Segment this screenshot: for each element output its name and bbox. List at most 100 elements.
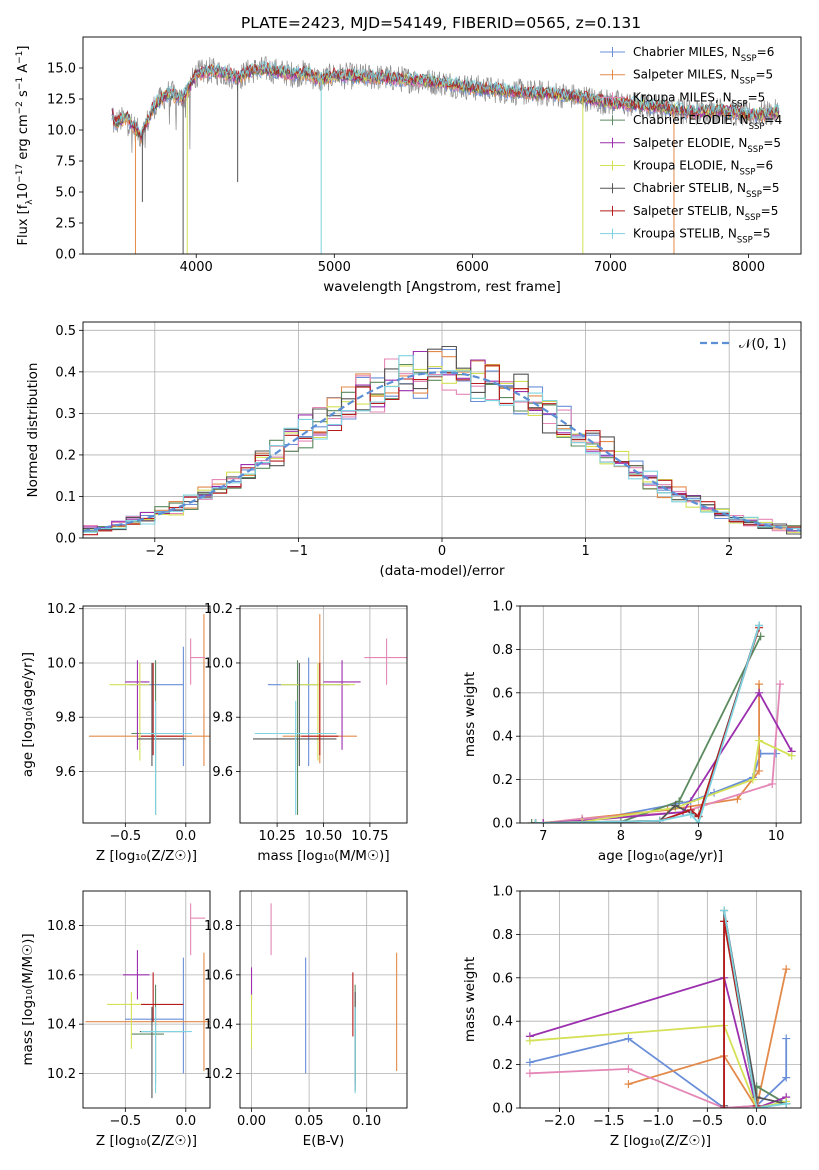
massweight-marker: [531, 819, 540, 823]
x-axis-label: E(B-V): [303, 1133, 345, 1149]
massweight-marker: [539, 819, 548, 823]
massweight-marker: [782, 1073, 791, 1082]
massweight-marker: [525, 1036, 534, 1045]
x-tick-label: 10.50: [305, 829, 342, 844]
massweight-line-kroupa-stelib: [535, 625, 760, 823]
y-tick-label: 10.4: [47, 1018, 76, 1033]
y-tick-label: 10.2: [204, 1067, 233, 1082]
errorbar-point: [141, 1006, 192, 1094]
axes-frame: [82, 321, 802, 539]
y-axis-label: age [log₁₀(age/yr)]: [20, 652, 36, 777]
massweight-marker: [756, 749, 765, 758]
legend-entry: Kroupa STELIB, NSSP=5: [633, 227, 771, 246]
y-tick-label: 10.8: [47, 919, 76, 934]
axes-frame: [82, 605, 211, 824]
x-tick-label: 8: [617, 829, 625, 844]
legend-entry: 𝒩(0, 1): [739, 337, 786, 352]
massweight-marker: [748, 775, 757, 784]
y-tick-label: 10.4: [204, 1018, 233, 1033]
panel-residuals: −2 −1 0 1 2 0.0 0.1 0.2 0.3 0.4 0.5 (data-model)/er…: [25, 321, 802, 579]
spectrum-legend: Chabrier MILES, NSSP=6 Salpeter MILES, NS…: [600, 45, 782, 246]
legend-entry: Chabrier MILES, NSSP=6: [633, 45, 774, 64]
errorbar-point: [137, 662, 186, 767]
massweight-marker: [755, 621, 764, 630]
errorbar-point: [280, 662, 356, 761]
x-tick-label: −2: [145, 544, 164, 559]
y-tick-label: 0.1: [55, 490, 76, 505]
model-spectrum-chabrier-miles: [111, 65, 780, 138]
massweight-marker: [752, 1104, 761, 1108]
model-spectrum-salpeter-stelib: [111, 61, 780, 139]
massweight-marker: [671, 801, 680, 810]
x-tick-label: 0.00: [237, 1114, 266, 1129]
errorbar-point: [131, 984, 165, 1084]
massweight-line-kroupa-miles: [529, 1067, 757, 1108]
massweight-line-chabrier-miles: [535, 752, 777, 823]
x-tick-label: 1: [581, 544, 589, 559]
y-tick-label: 1.0: [492, 600, 513, 615]
y-tick-label: 0.2: [492, 773, 513, 788]
massweight-marker: [525, 1069, 534, 1078]
x-tick-label: 0.0: [175, 829, 196, 844]
plot-area: [252, 614, 407, 815]
massweight-marker: [772, 749, 781, 758]
axes-frame: [239, 605, 408, 824]
x-tick-label: −0.5: [692, 1114, 724, 1129]
y-tick-label: 0.4: [55, 365, 76, 380]
legend-entry: Kroupa ELODIE, NSSP=6: [633, 159, 773, 178]
x-axis-label: Z [log₁₀(Z/Z☉)]: [610, 1133, 711, 1149]
x-axis-label: Z [log₁₀(Z/Z☉)]: [96, 1133, 197, 1149]
errorbar-point: [254, 700, 337, 815]
y-axis-label: mass weight: [462, 957, 478, 1042]
y-tick-label: 9.8: [212, 711, 233, 726]
x-tick-label: 2: [725, 544, 733, 559]
massweight-line-chabrier-stelib: [723, 910, 787, 1106]
x-tick-label: 9: [694, 829, 702, 844]
errorbar-point: [85, 952, 210, 1072]
massweight-line-kroupa-elodie: [529, 1024, 787, 1108]
panel-age_vs_Z: −0.5 0.0 9.6 9.8 10.0 10.2 Z [log₁₀(Z/Z☉)] age …: [20, 602, 211, 864]
x-tick-label: −1.5: [593, 1114, 625, 1129]
massweight-marker: [776, 680, 785, 689]
massweight-marker: [527, 819, 536, 823]
y-tick-label: 15.0: [47, 62, 76, 77]
model-spectrum-chabrier-stelib: [111, 62, 780, 139]
plot-area: [527, 621, 796, 823]
massweight-marker: [733, 795, 742, 804]
y-tick-label: 10.0: [47, 124, 76, 139]
massweight-marker: [694, 819, 703, 823]
massweight-marker: [720, 906, 729, 915]
massweight-marker: [624, 1034, 633, 1043]
legend-entry: Salpeter MILES, NSSP=5: [633, 68, 773, 87]
errorbar-point: [141, 700, 192, 815]
plot-area: [250, 903, 398, 1094]
y-tick-label: 0.5: [55, 324, 76, 339]
x-tick-label: −0.5: [110, 829, 142, 844]
panel-massweight_vs_Z: −2.0 −1.5 −1.0 −0.5 0.0 0.0 0.2 0.4 0.6 0.8 1.0 Z […: [462, 885, 802, 1149]
legend-entry: Salpeter STELIB, NSSP=5: [633, 204, 778, 223]
axes-frame: [519, 890, 802, 1109]
histogram-salpeter-miles: [83, 351, 801, 532]
massweight-line-kroupa-miles: [543, 684, 781, 823]
y-axis-label: Flux [fλ10−17 erg cm−2 s−1 A−1]: [15, 46, 35, 246]
y-tick-label: 9.6: [212, 765, 233, 780]
y-tick-label: 0.2: [492, 1058, 513, 1073]
x-tick-label: 10: [768, 829, 785, 844]
massweight-marker: [768, 779, 777, 788]
massweight-marker: [782, 1034, 791, 1043]
errorbar-point: [364, 638, 407, 685]
errorbar-point: [252, 662, 337, 767]
errorbar-point: [301, 662, 339, 756]
y-tick-label: 10.6: [204, 968, 233, 983]
massweight-marker: [756, 632, 765, 641]
y-tick-label: 0.0: [55, 532, 76, 547]
errorbar-point: [107, 992, 146, 1049]
errorbar-point: [131, 660, 162, 815]
massweight-marker: [787, 751, 796, 760]
massweight-marker: [782, 965, 791, 974]
legend-entry: Kroupa MILES, NSSP=5: [633, 90, 765, 109]
x-tick-label: −1.0: [642, 1114, 674, 1129]
massweight-marker: [782, 1099, 791, 1108]
x-axis-label: Z [log₁₀(Z/Z☉)]: [96, 848, 197, 864]
massweight-line-salpeter-elodie: [529, 976, 787, 1108]
